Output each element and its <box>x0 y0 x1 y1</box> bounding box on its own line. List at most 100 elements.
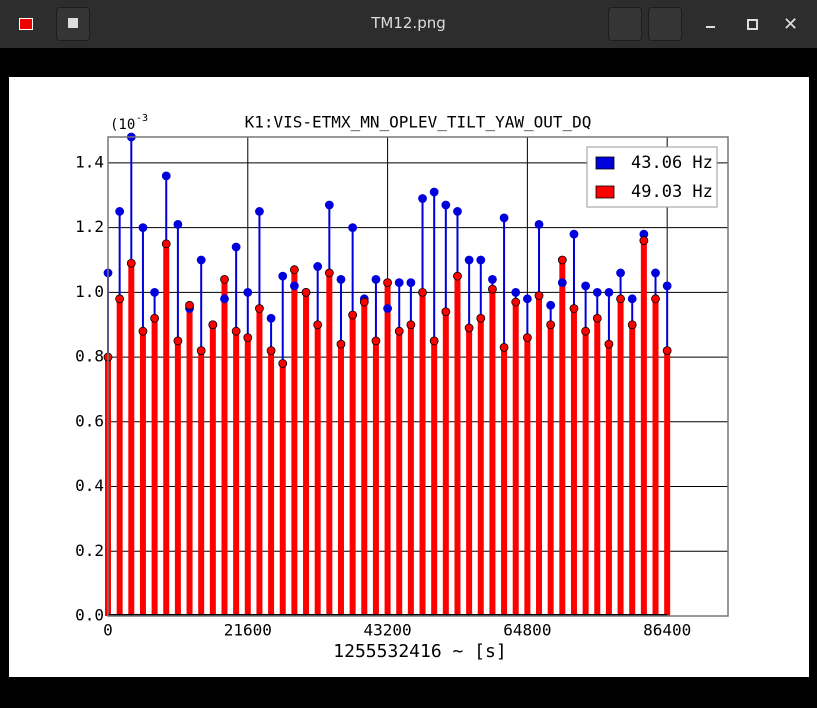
marker <box>522 333 532 343</box>
marker <box>662 281 672 291</box>
marker <box>499 213 509 223</box>
y-tick-label: 1.0 <box>75 282 104 301</box>
marker <box>383 278 392 288</box>
window-title: TM12.png <box>371 14 446 32</box>
marker <box>464 255 474 265</box>
marker <box>429 336 439 346</box>
x-tick-label: 86400 <box>643 621 691 640</box>
marker <box>627 294 637 304</box>
y-multiplier-exponent: -3 <box>136 113 148 124</box>
marker <box>499 342 509 352</box>
marker <box>196 346 206 356</box>
y-multiplier: (10 <box>110 117 135 133</box>
marker <box>534 219 544 229</box>
marker <box>348 223 358 233</box>
marker <box>394 326 404 336</box>
y-tick-label: 0.0 <box>75 606 104 625</box>
marker <box>488 284 497 294</box>
legend-label: 43.06 Hz <box>631 153 713 173</box>
marker <box>196 255 206 265</box>
marker <box>313 320 323 330</box>
marker <box>278 271 288 281</box>
marker <box>359 297 369 307</box>
x-axis-label: 1255532416 ~ [s] <box>333 641 506 662</box>
marker <box>115 294 125 304</box>
marker <box>511 297 521 307</box>
legend-swatch <box>595 156 615 170</box>
marker <box>604 287 614 297</box>
marker <box>604 339 614 349</box>
marker <box>289 281 299 291</box>
y-tick-label: 0.2 <box>75 541 104 560</box>
marker <box>126 258 136 268</box>
legend-label: 49.03 Hz <box>631 182 713 202</box>
marker <box>627 320 637 330</box>
marker <box>371 336 381 346</box>
marker <box>616 268 625 278</box>
marker <box>220 275 229 284</box>
marker <box>581 281 591 291</box>
marker <box>255 207 264 216</box>
chart: K1:VIS-ETMX_MN_OPLEV_TILT_YAW_OUT_DQ 125… <box>9 77 809 677</box>
y-tick-label: 0.4 <box>75 476 104 495</box>
marker <box>464 323 474 333</box>
marker <box>557 255 567 265</box>
y-tick-label: 0.6 <box>75 411 104 430</box>
marker <box>406 278 416 288</box>
marker <box>231 326 241 336</box>
marker <box>569 304 579 313</box>
marker <box>138 326 148 336</box>
marker <box>592 287 602 297</box>
marker <box>453 271 462 281</box>
marker <box>453 207 462 216</box>
marker <box>336 275 346 284</box>
marker <box>488 275 497 284</box>
marker <box>208 320 218 330</box>
minimize-button[interactable] <box>706 26 715 28</box>
chart-title: K1:VIS-ETMX_MN_OPLEV_TILT_YAW_OUT_DQ <box>245 113 592 132</box>
marker <box>115 207 125 216</box>
marker <box>278 359 288 368</box>
new-button[interactable] <box>56 7 90 41</box>
marker <box>441 307 451 317</box>
marker <box>546 300 556 310</box>
marker <box>161 239 171 249</box>
marker <box>150 313 159 323</box>
y-tick-label: 0.8 <box>75 347 104 366</box>
marker <box>662 346 672 356</box>
maximize-button[interactable] <box>747 19 758 30</box>
marker <box>371 275 381 284</box>
marker <box>173 336 183 346</box>
marker <box>348 310 358 320</box>
app-icon <box>9 7 41 39</box>
marker <box>592 313 602 323</box>
title-bar: TM12.png ✕ <box>0 0 817 48</box>
close-button[interactable]: ✕ <box>783 14 799 35</box>
fullscreen-button[interactable] <box>608 7 642 41</box>
menu-button[interactable] <box>648 7 682 41</box>
marker <box>301 287 311 297</box>
marker <box>220 294 229 304</box>
marker <box>581 326 591 336</box>
marker <box>266 313 276 323</box>
legend-swatch <box>595 185 615 199</box>
marker <box>569 229 579 239</box>
marker <box>651 294 660 304</box>
marker <box>616 294 625 304</box>
marker <box>522 294 532 304</box>
marker <box>324 268 334 278</box>
marker <box>383 304 392 313</box>
marker <box>243 333 253 343</box>
marker <box>406 320 416 330</box>
marker <box>266 346 276 356</box>
marker <box>313 262 323 271</box>
marker <box>651 268 660 278</box>
marker <box>429 187 439 197</box>
marker <box>161 171 171 181</box>
marker <box>173 219 183 229</box>
marker <box>418 287 427 297</box>
marker <box>231 242 241 252</box>
y-tick-label: 1.2 <box>75 217 104 236</box>
plot-frame <box>107 136 729 617</box>
